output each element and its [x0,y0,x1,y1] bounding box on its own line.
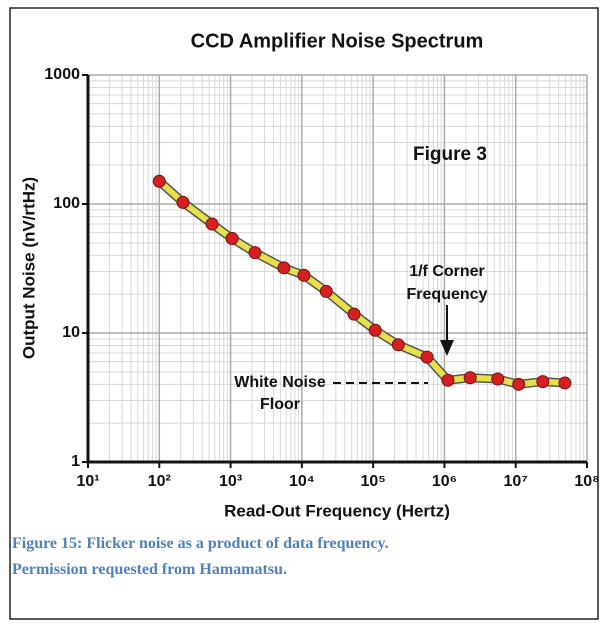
plot-area [88,75,587,462]
arrow-head [440,340,454,356]
x-tick-label: 10⁴ [289,473,315,490]
marker [463,371,477,385]
annotation: Figure 3 [413,144,487,165]
marker [347,307,361,321]
marker [277,261,291,275]
y-tick-label: 1 [71,453,80,470]
grid: 10¹ 10² 10³ 10⁴ 10⁵ 10⁶ 10⁷ 10⁸ 1 10 100 1000 [44,66,599,490]
marker [176,195,190,209]
annotation: Frequency [407,286,488,303]
marker [319,284,333,298]
marker [441,373,455,387]
annotation: White Noise [234,374,326,391]
x-tick-label: 10⁸ [574,473,599,490]
axes [86,75,587,464]
annotation: 1/f Corner [409,263,485,280]
marker [536,375,550,389]
x-tick-label: 10⁶ [432,473,457,490]
marker [512,377,526,391]
annotation: Floor [260,396,300,413]
frame [9,7,599,620]
marker [420,350,434,364]
marker [152,174,166,188]
x-tick-label: 10¹ [76,473,99,490]
x-tick-label: 10² [148,473,171,490]
marker [205,217,219,231]
y-tick-label: 1000 [44,66,80,83]
marker [297,268,311,282]
marker [491,372,505,386]
marker [368,323,382,337]
x-tick-label: 10⁵ [360,473,385,490]
x-tick-label: 10³ [219,473,242,490]
x-axis-label: Read-Out Frequency (Hertz) [224,501,450,520]
y-tick-label: 100 [53,195,80,212]
marker [225,232,239,246]
caption: Figure 15: Flicker noise as a product of… [12,535,389,552]
marker [248,246,262,260]
plot [152,174,572,391]
x-tick-label: 10⁷ [504,473,528,490]
caption: Permission requested from Hamamatsu. [12,561,287,578]
y-axis-label: Output Noise (nV/rtHz) [19,177,38,359]
marker [391,338,405,352]
marker [558,376,572,390]
chart-title: CCD Amplifier Noise Spectrum [191,30,484,52]
y-tick-label: 10 [62,324,80,341]
